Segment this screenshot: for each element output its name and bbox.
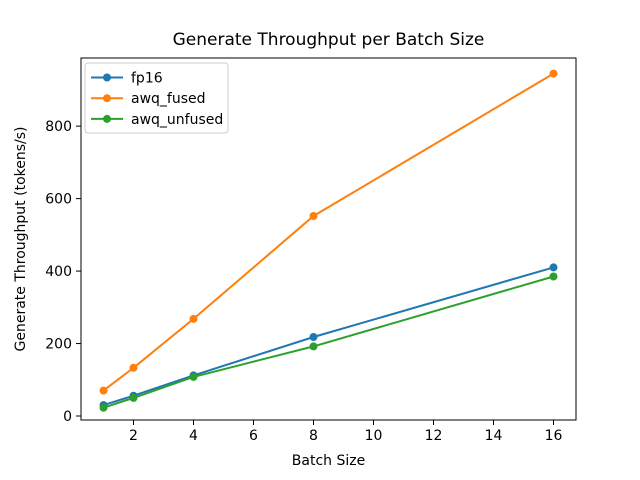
legend-marker-awq-fused (103, 94, 111, 103)
legend-box (84, 62, 229, 134)
legend-label-awq-unfused: awq_unfused (131, 112, 223, 128)
y-tick-label: 600 (45, 192, 72, 208)
x-tick-label: 16 (545, 428, 563, 444)
data-point-fp16-x16 (549, 263, 558, 272)
data-point-awq-unfused-x1 (99, 403, 108, 412)
data-point-awq-fused-x1 (99, 386, 108, 395)
y-tick-label: 800 (45, 119, 72, 135)
legend-marker-fp16 (103, 73, 111, 82)
x-tick-label: 10 (365, 428, 383, 444)
y-tick-label: 400 (45, 264, 72, 280)
y-axis-label: Generate Throughput (tokens/s) (13, 127, 29, 352)
data-point-awq-fused-x2 (129, 363, 138, 372)
x-tick-label: 14 (485, 428, 503, 444)
x-tick-label: 6 (249, 428, 258, 444)
data-point-awq-fused-x16 (549, 69, 558, 78)
data-point-awq-unfused-x8 (309, 342, 318, 351)
y-tick-label: 0 (63, 409, 72, 425)
legend-label-awq-fused: awq_fused (131, 91, 206, 107)
y-tick-label: 200 (45, 337, 72, 353)
x-tick-label: 12 (425, 428, 443, 444)
data-point-awq-fused-x8 (309, 212, 318, 220)
legend-marker-awq-unfused (103, 114, 111, 123)
x-tick-label: 8 (309, 428, 318, 444)
data-point-fp16-x8 (309, 333, 318, 341)
data-point-awq-unfused-x2 (129, 393, 138, 402)
data-point-awq-fused-x4 (189, 314, 198, 323)
chart-title: Generate Throughput per Batch Size (173, 30, 485, 50)
x-axis-label: Batch Size (292, 453, 365, 469)
data-point-awq-unfused-x4 (189, 372, 198, 381)
plot-border (80, 57, 577, 421)
legend-label-fp16: fp16 (131, 71, 163, 87)
data-point-awq-unfused-x16 (549, 272, 558, 281)
x-tick-label: 4 (189, 428, 198, 444)
x-tick-label: 2 (129, 428, 138, 444)
